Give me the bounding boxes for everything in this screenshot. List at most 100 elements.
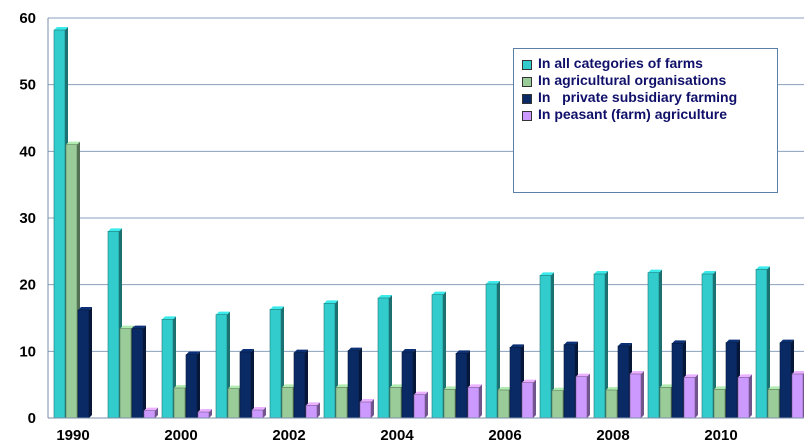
bar-top — [630, 371, 644, 374]
bar-top — [486, 281, 500, 284]
bar-front — [53, 29, 66, 419]
legend-swatch-private-subsidiary — [522, 94, 532, 104]
legend-item-agricultural-organisations: In agricultural organisations — [522, 72, 771, 88]
legend-label-peasant-farm: In peasant (farm) agriculture — [538, 106, 728, 122]
bar — [305, 402, 320, 419]
bar — [683, 374, 698, 419]
bar-top — [606, 387, 620, 390]
bar-front — [185, 354, 198, 419]
bar-top — [240, 349, 254, 352]
bar-front — [593, 273, 606, 419]
bar-side — [371, 399, 374, 418]
bar-front — [413, 394, 426, 419]
bar-front — [605, 389, 618, 419]
bar — [629, 371, 644, 419]
bar-top — [618, 343, 632, 346]
bar-front — [239, 351, 252, 419]
legend-label-private-subsidiary: In private subsidiary farming — [538, 89, 738, 105]
bar-top — [738, 374, 752, 378]
bar-top — [444, 386, 458, 390]
bar-front — [197, 411, 210, 419]
bar-front — [467, 387, 480, 419]
bar-front — [671, 343, 684, 419]
bar-front — [131, 328, 144, 419]
bar-front — [161, 319, 174, 419]
bar-side — [605, 271, 608, 418]
bar-front — [443, 389, 456, 419]
bar-front — [323, 303, 336, 419]
y-axis-ticks: 0 10 20 30 40 50 60 — [19, 10, 36, 427]
bar-front — [77, 309, 90, 419]
bar-front — [293, 352, 306, 419]
bar-front — [401, 351, 414, 419]
y-tick-label: 40 — [19, 143, 36, 160]
bar — [197, 409, 212, 419]
bar-front — [119, 328, 132, 419]
bar-front — [431, 294, 444, 419]
bar-top — [270, 306, 284, 310]
bar-top — [294, 349, 308, 353]
bar-top — [648, 269, 662, 273]
bar-side — [533, 379, 536, 418]
bar-top — [216, 311, 230, 315]
bar-side — [551, 272, 554, 418]
bar-top — [432, 291, 446, 295]
bar-front — [143, 410, 156, 419]
y-tick-label: 60 — [19, 10, 36, 27]
bar-top — [780, 339, 794, 343]
bar-top — [660, 384, 674, 388]
legend-item-all-categories: In all categories of farms — [522, 55, 771, 71]
bar-top — [120, 325, 134, 329]
x-tick-label: 2002 — [272, 427, 305, 442]
bar-front — [767, 389, 780, 419]
bar-front — [563, 344, 576, 419]
bar-side — [251, 349, 254, 418]
bar — [77, 307, 92, 419]
bar-front — [173, 387, 186, 419]
bar-front — [539, 275, 552, 419]
bar-side — [155, 407, 158, 418]
bar-front — [485, 283, 498, 419]
legend-label-all-categories: In all categories of farms — [538, 55, 703, 71]
bar — [251, 407, 266, 419]
bar-side — [143, 325, 146, 418]
bar-top — [672, 340, 686, 344]
bar-top — [348, 347, 362, 351]
bar-front — [281, 387, 294, 419]
bar-top — [576, 373, 590, 377]
bar-front — [251, 409, 264, 419]
bar-front — [617, 345, 630, 419]
bar-side — [587, 373, 590, 418]
bar-top — [54, 27, 68, 30]
bar-top — [360, 399, 374, 402]
bar-front — [791, 373, 804, 419]
x-tick-label: 2008 — [596, 427, 629, 442]
bar-side — [695, 374, 698, 418]
bar-side — [479, 384, 482, 418]
bar-top — [756, 266, 770, 270]
bar-side — [641, 371, 644, 418]
bar-top — [390, 384, 404, 388]
bar-top — [306, 402, 320, 406]
bar-side — [425, 391, 428, 418]
bar-top — [174, 385, 188, 388]
bar-front — [65, 144, 78, 419]
bar-side — [317, 402, 320, 418]
bar-front — [755, 269, 768, 419]
legend-item-peasant-farm: In peasant (farm) agriculture — [522, 106, 771, 122]
bar-top — [414, 391, 428, 395]
bar — [575, 373, 590, 419]
bar — [737, 374, 752, 419]
bar — [239, 349, 254, 419]
bar-top — [522, 379, 536, 383]
bar-top — [228, 385, 242, 389]
bar-top — [378, 295, 392, 298]
bar-front — [107, 231, 120, 419]
bar-front — [659, 387, 672, 419]
bar-front — [215, 314, 228, 419]
bar-front — [629, 373, 642, 419]
bar-side — [89, 307, 92, 418]
bar-top — [252, 407, 266, 410]
bar-side — [359, 347, 362, 418]
bar-top — [594, 271, 608, 274]
